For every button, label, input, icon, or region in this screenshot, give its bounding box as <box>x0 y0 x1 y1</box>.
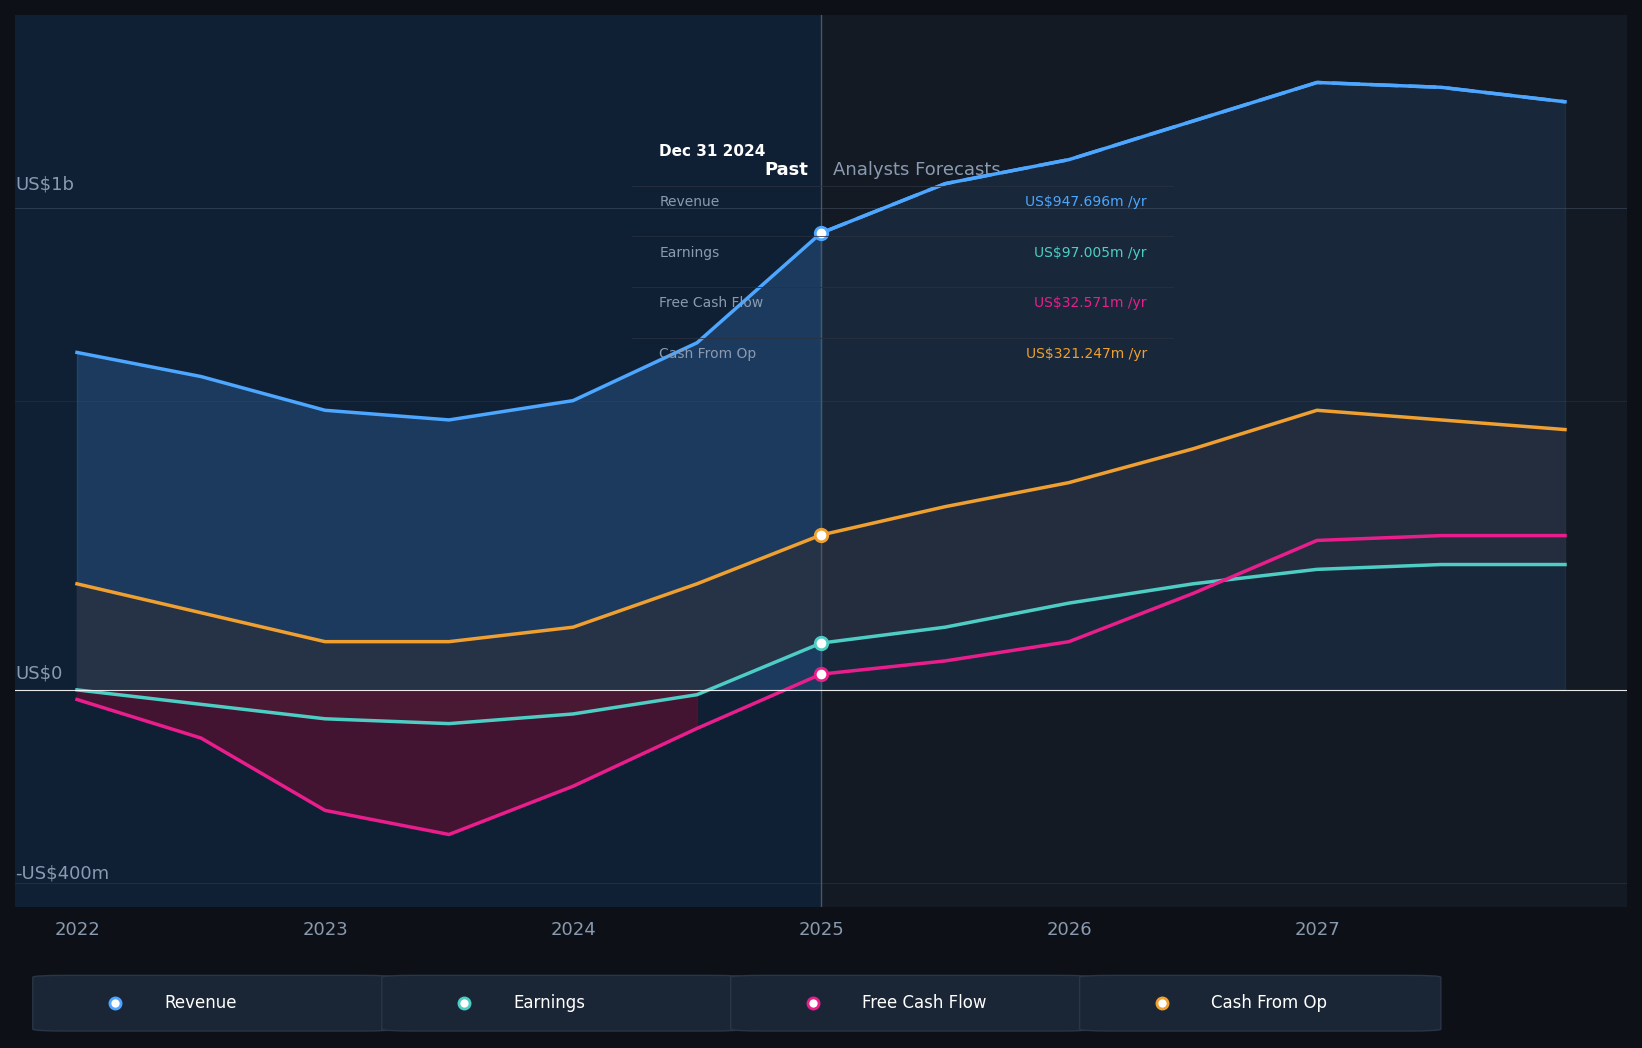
FancyBboxPatch shape <box>731 976 1092 1031</box>
FancyBboxPatch shape <box>383 976 744 1031</box>
Text: Revenue: Revenue <box>660 195 719 209</box>
FancyBboxPatch shape <box>33 976 394 1031</box>
Text: -US$400m: -US$400m <box>15 865 108 882</box>
Text: Cash From Op: Cash From Op <box>1212 994 1327 1011</box>
Text: Analysts Forecasts: Analysts Forecasts <box>834 161 1002 179</box>
Text: Past: Past <box>765 161 808 179</box>
Bar <box>821 15 1639 907</box>
Text: Free Cash Flow: Free Cash Flow <box>862 994 987 1011</box>
Text: Earnings: Earnings <box>514 994 585 1011</box>
Text: Dec 31 2024: Dec 31 2024 <box>660 145 765 159</box>
Text: Free Cash Flow: Free Cash Flow <box>660 297 764 310</box>
Text: US$97.005m /yr: US$97.005m /yr <box>1034 245 1146 260</box>
Text: US$321.247m /yr: US$321.247m /yr <box>1026 347 1146 362</box>
Bar <box>3 15 821 907</box>
Text: US$947.696m /yr: US$947.696m /yr <box>1025 195 1146 209</box>
FancyBboxPatch shape <box>1080 976 1442 1031</box>
Text: US$32.571m /yr: US$32.571m /yr <box>1034 297 1146 310</box>
Text: US$1b: US$1b <box>15 175 74 194</box>
Text: US$0: US$0 <box>15 664 62 682</box>
Text: Earnings: Earnings <box>660 245 719 260</box>
Text: Cash From Op: Cash From Op <box>660 347 757 362</box>
Text: Revenue: Revenue <box>164 994 236 1011</box>
